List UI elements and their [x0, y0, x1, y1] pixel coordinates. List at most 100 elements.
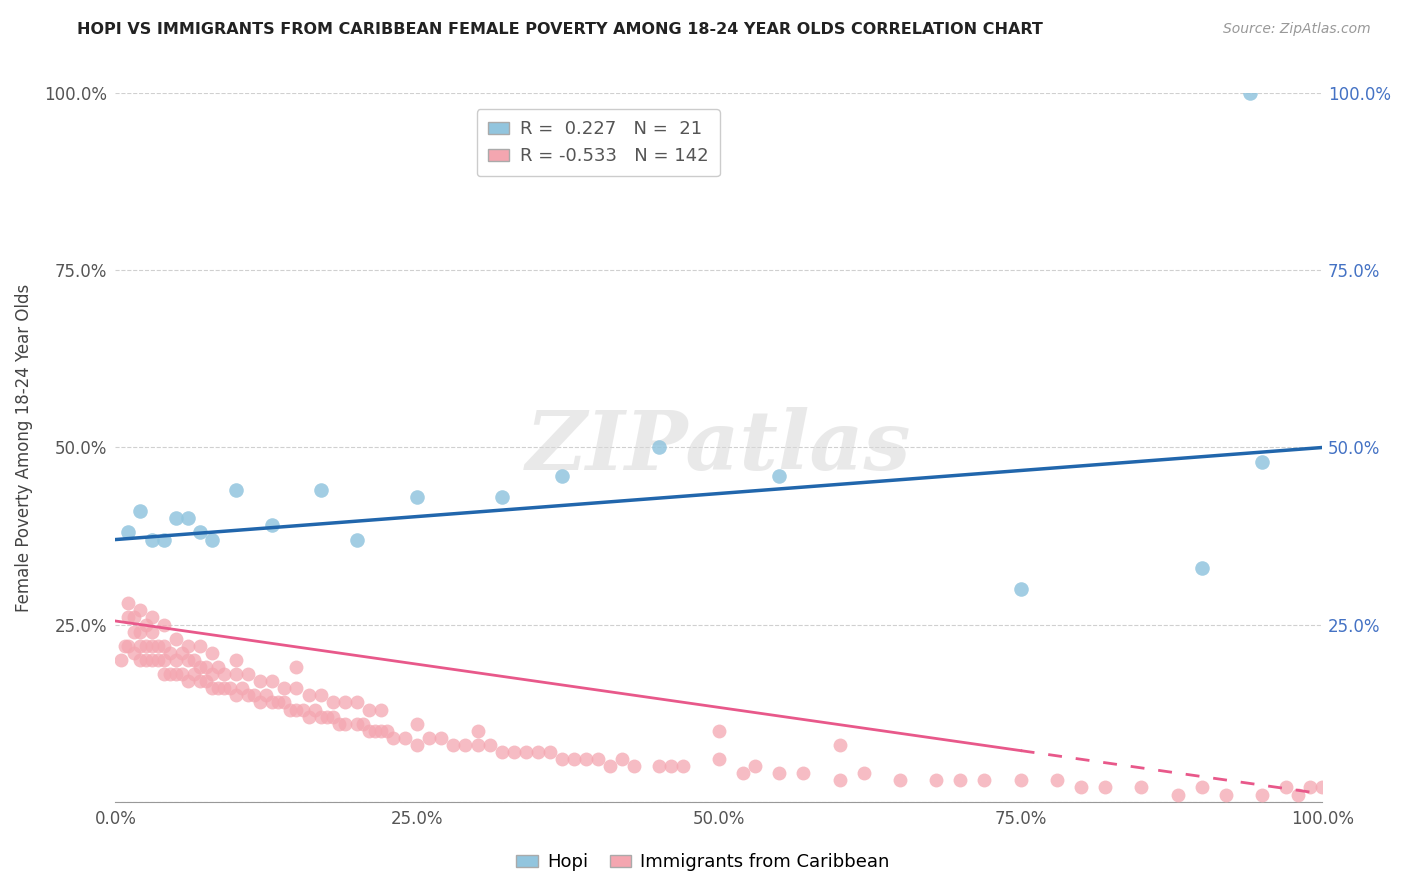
- Point: [828, 738, 851, 752]
- Point: [1094, 780, 1116, 795]
- Point: [538, 745, 561, 759]
- Point: [297, 689, 319, 703]
- Point: [194, 674, 217, 689]
- Point: [262, 674, 284, 689]
- Point: [165, 511, 187, 525]
- Point: [430, 731, 453, 745]
- Point: [201, 667, 224, 681]
- Point: [141, 533, 163, 547]
- Point: [1167, 788, 1189, 802]
- Point: [352, 716, 374, 731]
- Point: [254, 689, 277, 703]
- Point: [285, 681, 308, 696]
- Point: [170, 667, 193, 681]
- Point: [925, 773, 948, 788]
- Point: [280, 702, 302, 716]
- Point: [707, 752, 730, 766]
- Point: [110, 653, 132, 667]
- Point: [249, 696, 271, 710]
- Point: [141, 610, 163, 624]
- Point: [207, 681, 229, 696]
- Point: [201, 533, 224, 547]
- Point: [152, 667, 174, 681]
- Point: [551, 468, 574, 483]
- Point: [212, 681, 235, 696]
- Point: [194, 660, 217, 674]
- Point: [152, 533, 174, 547]
- Point: [502, 745, 524, 759]
- Point: [441, 738, 464, 752]
- Point: [346, 696, 368, 710]
- Point: [949, 773, 972, 788]
- Point: [1046, 773, 1069, 788]
- Point: [575, 752, 598, 766]
- Point: [188, 660, 211, 674]
- Point: [273, 696, 295, 710]
- Point: [201, 681, 224, 696]
- Point: [562, 752, 585, 766]
- Point: [177, 674, 200, 689]
- Text: ZIPatlas: ZIPatlas: [526, 408, 911, 488]
- Point: [328, 716, 350, 731]
- Point: [454, 738, 477, 752]
- Point: [406, 716, 429, 731]
- Point: [114, 639, 136, 653]
- Point: [792, 766, 814, 780]
- Point: [188, 525, 211, 540]
- Point: [768, 468, 790, 483]
- Point: [333, 716, 356, 731]
- Point: [183, 653, 205, 667]
- Point: [170, 646, 193, 660]
- Point: [1275, 780, 1298, 795]
- Point: [152, 639, 174, 653]
- Point: [188, 639, 211, 653]
- Point: [357, 702, 380, 716]
- Point: [478, 738, 501, 752]
- Point: [128, 603, 150, 617]
- Point: [315, 709, 337, 723]
- Point: [733, 766, 755, 780]
- Point: [165, 632, 187, 646]
- Point: [141, 624, 163, 639]
- Point: [219, 681, 242, 696]
- Point: [291, 702, 314, 716]
- Point: [1286, 788, 1309, 802]
- Point: [117, 639, 139, 653]
- Point: [375, 723, 398, 738]
- Text: Source: ZipAtlas.com: Source: ZipAtlas.com: [1223, 22, 1371, 37]
- Point: [394, 731, 416, 745]
- Point: [135, 653, 157, 667]
- Point: [1312, 780, 1334, 795]
- Point: [117, 596, 139, 610]
- Point: [418, 731, 440, 745]
- Point: [1010, 773, 1032, 788]
- Point: [527, 745, 550, 759]
- Point: [152, 617, 174, 632]
- Point: [225, 653, 247, 667]
- Point: [406, 490, 429, 504]
- Point: [1130, 780, 1153, 795]
- Point: [768, 766, 790, 780]
- Point: [551, 752, 574, 766]
- Point: [152, 653, 174, 667]
- Point: [212, 667, 235, 681]
- Point: [128, 624, 150, 639]
- Point: [128, 504, 150, 518]
- Point: [1191, 561, 1213, 575]
- Point: [183, 667, 205, 681]
- Point: [238, 689, 260, 703]
- Point: [238, 667, 260, 681]
- Point: [322, 709, 344, 723]
- Point: [491, 745, 513, 759]
- Point: [322, 696, 344, 710]
- Point: [1070, 780, 1092, 795]
- Y-axis label: Female Poverty Among 18-24 Year Olds: Female Poverty Among 18-24 Year Olds: [15, 284, 32, 612]
- Text: HOPI VS IMMIGRANTS FROM CARIBBEAN FEMALE POVERTY AMONG 18-24 YEAR OLDS CORRELATI: HOPI VS IMMIGRANTS FROM CARIBBEAN FEMALE…: [77, 22, 1043, 37]
- Point: [357, 723, 380, 738]
- Point: [177, 511, 200, 525]
- Point: [309, 689, 332, 703]
- Point: [647, 759, 669, 773]
- Point: [828, 773, 851, 788]
- Point: [346, 716, 368, 731]
- Point: [1239, 87, 1261, 101]
